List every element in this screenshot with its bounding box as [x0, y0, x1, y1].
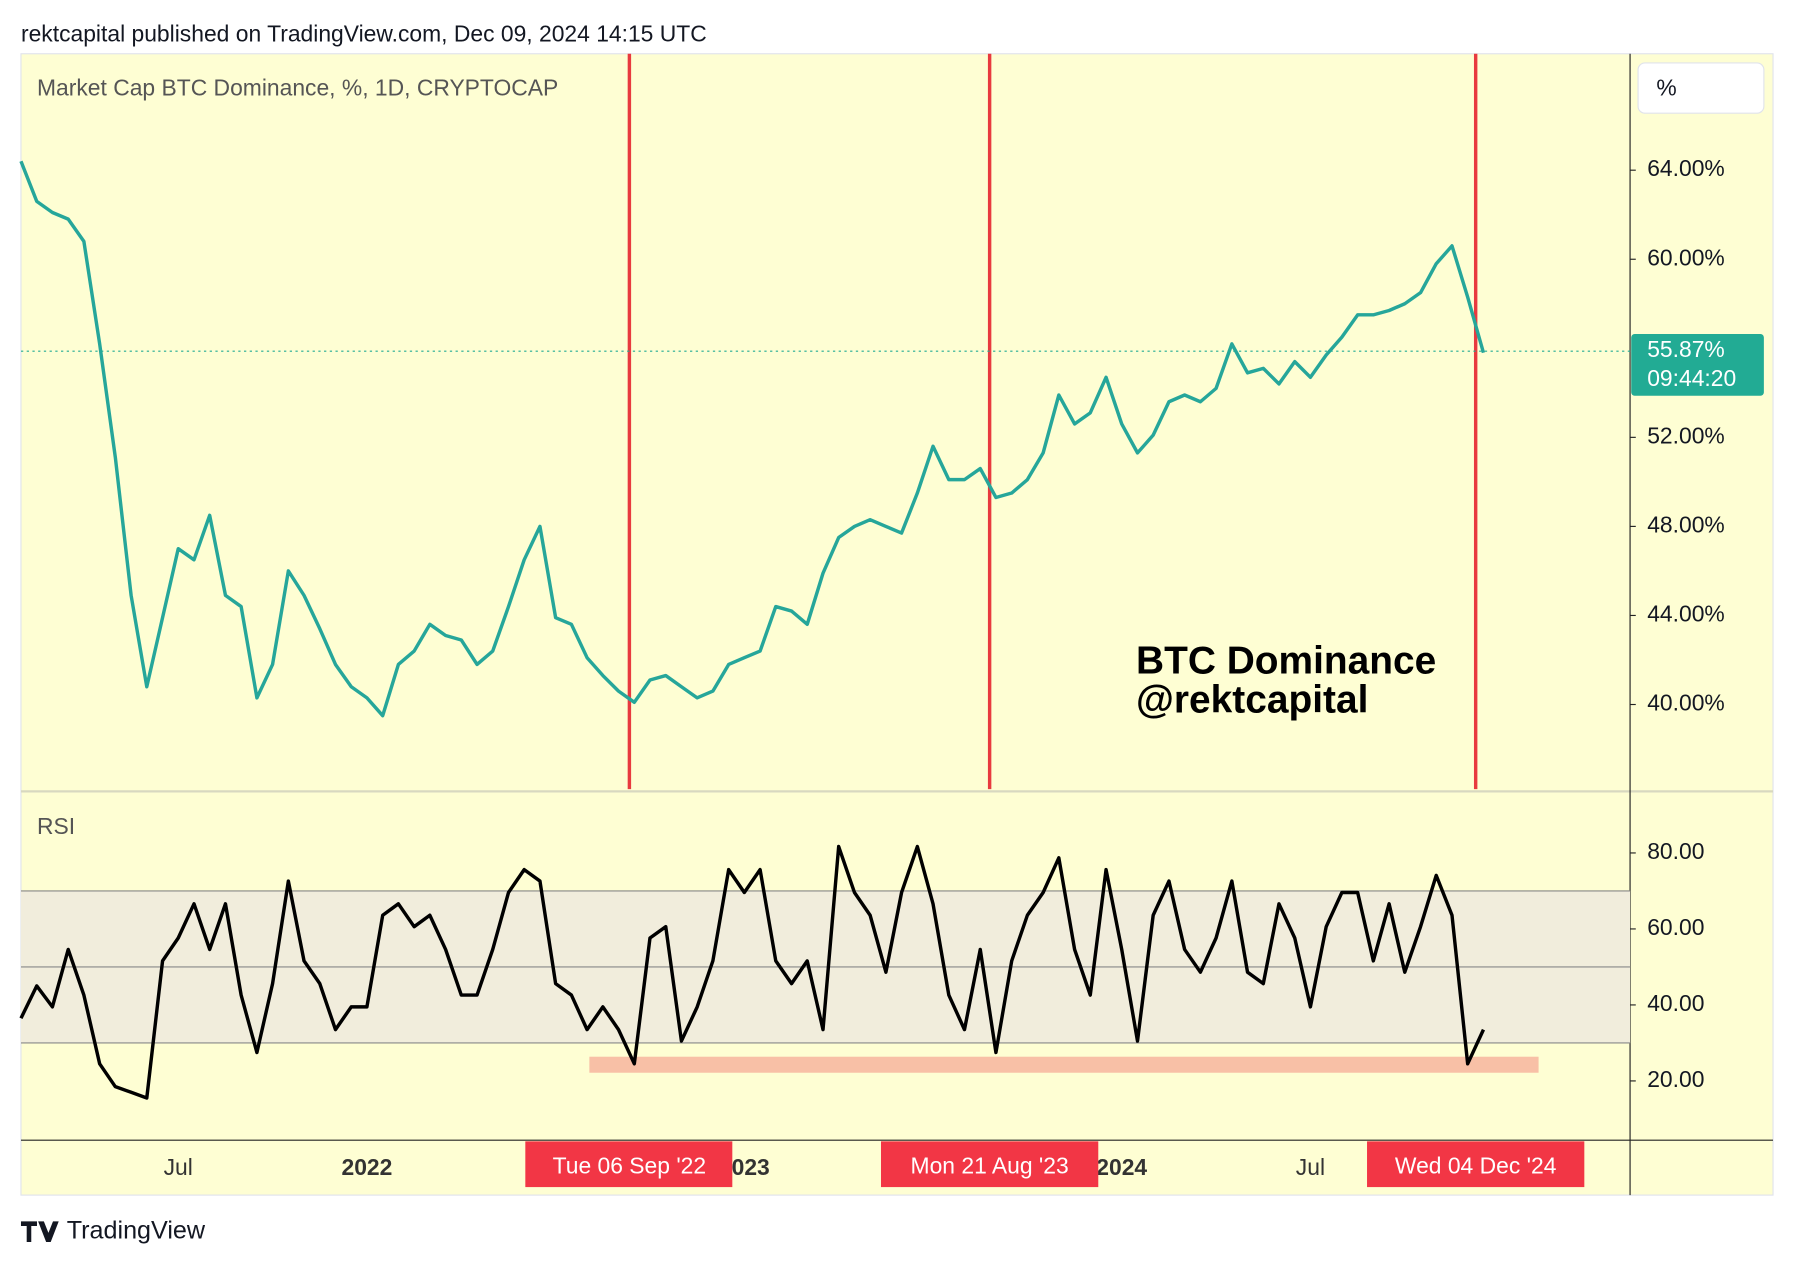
date-marker-label: Wed 04 Dec '24 [1395, 1153, 1557, 1179]
scale-button-label[interactable]: % [1656, 74, 1676, 100]
data-line [19, 844, 1486, 1100]
y-tick-label: 52.00% [1647, 422, 1725, 448]
logo [20, 1221, 59, 1242]
y-tick-label: 20.00 [1647, 1066, 1704, 1092]
y-tick-label: 60.00 [1647, 914, 1704, 940]
x-tick-label: Jul [164, 1154, 193, 1180]
x-tick-label: 2022 [341, 1154, 392, 1180]
rsi-title: RSI [37, 813, 75, 839]
y-tick-label: 40.00 [1647, 990, 1704, 1016]
y-tick-label: 48.00% [1647, 511, 1725, 537]
countdown-label: 09:44:20 [1647, 365, 1736, 391]
annotation: BTC Dominance [1136, 640, 1436, 683]
data-line [19, 160, 1486, 718]
x-tick-label: Jul [1296, 1154, 1325, 1180]
y-tick-label: 60.00% [1647, 244, 1725, 270]
scale-button[interactable] [1637, 62, 1765, 114]
y-tick-label: 80.00 [1647, 838, 1704, 864]
date-marker-lines [627, 53, 1478, 790]
y-tick-label: 40.00% [1647, 690, 1725, 716]
header: rektcapital published on TradingView.com… [21, 20, 707, 46]
date-marker-label: Tue 06 Sep '22 [553, 1153, 707, 1179]
y-tick-label: 64.00% [1647, 155, 1725, 181]
logo-icon [20, 1221, 59, 1242]
date-marker-label: Mon 21 Aug '23 [911, 1153, 1069, 1179]
annotation: @rektcapital [1136, 678, 1368, 721]
last-value-label: 55.87% [1647, 336, 1725, 362]
price-title: Market Cap BTC Dominance, %, 1D, CRYPTOC… [37, 74, 558, 100]
y-tick-label: 44.00% [1647, 600, 1725, 626]
footer: TradingView [67, 1216, 206, 1244]
last-value-tag [1631, 334, 1764, 396]
date-marker-tag [525, 1141, 733, 1188]
x-tick-label: 2024 [1096, 1154, 1147, 1180]
date-marker-tag [880, 1141, 1099, 1188]
rsi-support-zone [589, 1056, 1539, 1073]
date-marker-tag [1367, 1141, 1585, 1188]
